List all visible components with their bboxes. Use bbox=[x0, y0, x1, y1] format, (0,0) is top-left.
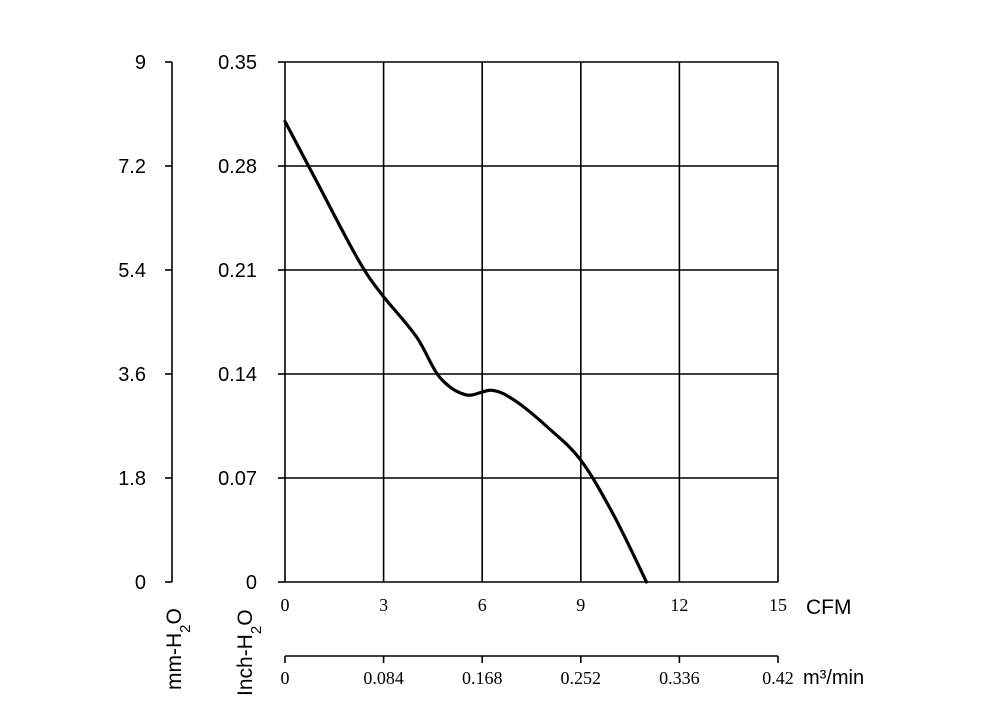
cfm-axis-tick-label: 0 bbox=[281, 595, 290, 615]
inch-axis-tick-label: 0.35 bbox=[218, 52, 257, 74]
mm-axis-tick-label: 9 bbox=[135, 52, 146, 74]
mm-axis-tick-label: 1.8 bbox=[118, 468, 146, 490]
inch-axis-tick-label: 0.28 bbox=[218, 156, 257, 178]
labels: 0 1.8 3.6 5.4 7.2 9 0 0.07 0.14 0.21 0.28 0.35 0 3 6 9 1… bbox=[118, 52, 864, 696]
cfm-axis-tick-label: 12 bbox=[670, 595, 688, 615]
cfm-axis-tick-label: 15 bbox=[769, 595, 787, 615]
mm-axis-tick-label: 5.4 bbox=[118, 260, 146, 282]
inch-axis-tick-label: 0 bbox=[246, 572, 257, 594]
m3-axis-tick-label: 0.336 bbox=[659, 668, 700, 688]
m3-unit-label: m³/min bbox=[803, 667, 864, 689]
mm-axis-tick-label: 7.2 bbox=[118, 156, 146, 178]
axes bbox=[165, 61, 779, 663]
inch-axis-tick-label: 0.14 bbox=[218, 364, 257, 386]
curve-layer bbox=[283, 119, 649, 584]
m3-axis-tick-label: 0.168 bbox=[462, 668, 503, 688]
mm-axis-tick-label: 0 bbox=[135, 572, 146, 594]
cfm-axis-tick-label: 3 bbox=[379, 595, 388, 615]
mm-axis-title: mm-H2O bbox=[163, 608, 194, 690]
grid bbox=[284, 61, 779, 583]
m3-axis-tick-label: 0.252 bbox=[561, 668, 602, 688]
inch-axis-tick-label: 0.21 bbox=[218, 260, 257, 282]
cfm-unit-label: CFM bbox=[806, 596, 852, 619]
cfm-axis-tick-label: 9 bbox=[576, 595, 585, 615]
pressure-flow-curve bbox=[283, 119, 649, 584]
m3-axis-tick-label: 0.42 bbox=[762, 668, 794, 688]
inch-axis-title: Inch-H2O bbox=[234, 609, 265, 696]
mm-axis-tick-label: 3.6 bbox=[118, 364, 146, 386]
m3-axis-tick-label: 0 bbox=[281, 668, 290, 688]
cfm-axis-tick-label: 6 bbox=[478, 595, 487, 615]
inch-axis-tick-label: 0.07 bbox=[218, 468, 257, 490]
m3-axis-tick-label: 0.084 bbox=[363, 668, 404, 688]
